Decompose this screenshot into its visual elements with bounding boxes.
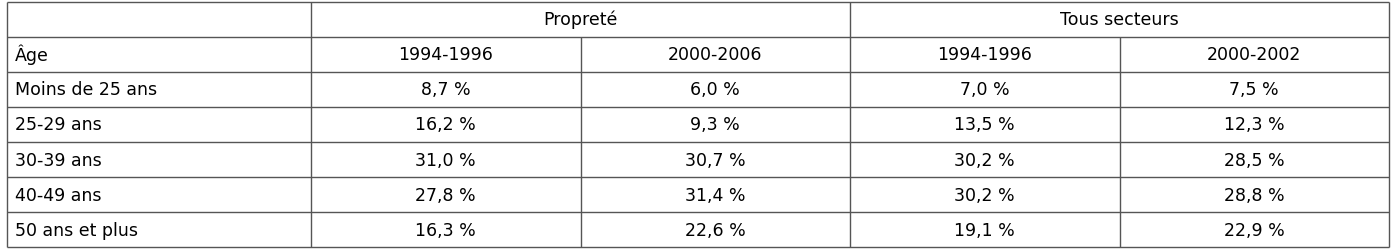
Text: 30,7 %: 30,7 % (685, 151, 745, 169)
Text: 2000-2002: 2000-2002 (1208, 46, 1301, 64)
Text: 31,0 %: 31,0 % (416, 151, 476, 169)
Text: 16,2 %: 16,2 % (416, 116, 476, 134)
Text: 22,9 %: 22,9 % (1224, 221, 1284, 239)
Text: 28,5 %: 28,5 % (1224, 151, 1284, 169)
Text: 50 ans et plus: 50 ans et plus (15, 221, 138, 239)
Text: 1994-1996: 1994-1996 (398, 46, 493, 64)
Text: 16,3 %: 16,3 % (416, 221, 476, 239)
Text: 27,8 %: 27,8 % (416, 186, 476, 204)
Text: 19,1 %: 19,1 % (955, 221, 1015, 239)
Text: 40-49 ans: 40-49 ans (15, 186, 102, 204)
Text: 28,8 %: 28,8 % (1224, 186, 1284, 204)
Text: 9,3 %: 9,3 % (691, 116, 740, 134)
Text: Âge: Âge (15, 45, 49, 65)
Text: 12,3 %: 12,3 % (1224, 116, 1284, 134)
Text: 30-39 ans: 30-39 ans (15, 151, 102, 169)
Text: 1994-1996: 1994-1996 (937, 46, 1032, 64)
Text: 7,5 %: 7,5 % (1230, 81, 1279, 99)
Text: 6,0 %: 6,0 % (691, 81, 740, 99)
Text: Propreté: Propreté (543, 11, 617, 29)
Text: 31,4 %: 31,4 % (685, 186, 745, 204)
Text: 8,7 %: 8,7 % (422, 81, 470, 99)
Text: Moins de 25 ans: Moins de 25 ans (15, 81, 158, 99)
Text: 13,5 %: 13,5 % (955, 116, 1015, 134)
Text: 22,6 %: 22,6 % (685, 221, 745, 239)
Text: 30,2 %: 30,2 % (955, 151, 1015, 169)
Text: 30,2 %: 30,2 % (955, 186, 1015, 204)
Text: Tous secteurs: Tous secteurs (1060, 11, 1178, 29)
Text: 2000-2006: 2000-2006 (669, 46, 762, 64)
Text: 25-29 ans: 25-29 ans (15, 116, 102, 134)
Text: 7,0 %: 7,0 % (960, 81, 1009, 99)
